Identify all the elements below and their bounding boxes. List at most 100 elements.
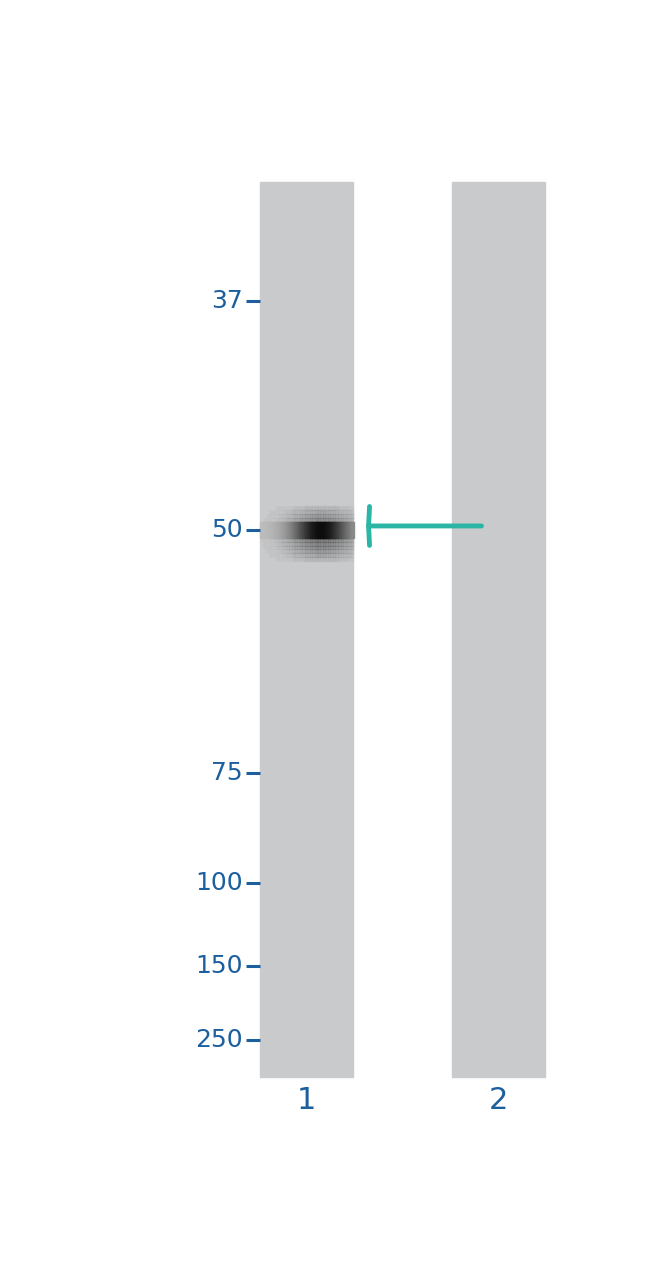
- Bar: [287, 514, 289, 518]
- Bar: [315, 554, 316, 558]
- Bar: [339, 514, 341, 518]
- Bar: [289, 550, 291, 554]
- Bar: [268, 511, 269, 514]
- Bar: [302, 522, 303, 537]
- Bar: [312, 514, 313, 518]
- Bar: [269, 546, 270, 550]
- Bar: [313, 558, 315, 561]
- Bar: [312, 518, 313, 522]
- Bar: [298, 507, 300, 511]
- Bar: [321, 522, 322, 537]
- Bar: [323, 550, 324, 554]
- Bar: [263, 550, 265, 554]
- Bar: [315, 511, 317, 514]
- Bar: [327, 558, 328, 561]
- Bar: [305, 507, 306, 511]
- Bar: [297, 518, 298, 522]
- Bar: [278, 514, 279, 518]
- Bar: [297, 522, 298, 537]
- Bar: [307, 507, 308, 511]
- Bar: [318, 550, 320, 554]
- Bar: [341, 514, 342, 518]
- Bar: [313, 518, 314, 522]
- Bar: [270, 507, 271, 511]
- Bar: [337, 546, 338, 550]
- Bar: [335, 511, 337, 514]
- Bar: [292, 550, 294, 554]
- Bar: [292, 554, 294, 558]
- Bar: [344, 518, 345, 522]
- Bar: [292, 558, 294, 561]
- Bar: [313, 522, 315, 537]
- Bar: [319, 507, 320, 511]
- Bar: [270, 507, 272, 511]
- Bar: [321, 537, 322, 541]
- Bar: [277, 511, 278, 514]
- Bar: [329, 558, 330, 561]
- Bar: [344, 511, 345, 514]
- Bar: [301, 554, 302, 558]
- Bar: [341, 511, 342, 514]
- Bar: [328, 518, 329, 522]
- Bar: [325, 550, 326, 554]
- Bar: [348, 554, 349, 558]
- Bar: [278, 537, 279, 541]
- Bar: [338, 546, 339, 550]
- Bar: [340, 541, 341, 546]
- Bar: [328, 511, 329, 514]
- Bar: [335, 554, 337, 558]
- Bar: [336, 558, 337, 561]
- Bar: [266, 554, 267, 558]
- Bar: [331, 507, 332, 511]
- Bar: [261, 518, 263, 522]
- Bar: [287, 541, 289, 546]
- Bar: [299, 541, 300, 546]
- Bar: [291, 546, 292, 550]
- Bar: [341, 507, 342, 511]
- Bar: [325, 507, 326, 511]
- Bar: [324, 522, 325, 537]
- Bar: [265, 522, 266, 537]
- Bar: [302, 514, 304, 518]
- Bar: [263, 507, 264, 511]
- Bar: [350, 518, 351, 522]
- Bar: [311, 507, 313, 511]
- Bar: [329, 518, 330, 522]
- Bar: [312, 550, 313, 554]
- Bar: [298, 537, 300, 541]
- Bar: [292, 537, 294, 541]
- Bar: [333, 507, 335, 511]
- Bar: [339, 558, 341, 561]
- Bar: [336, 507, 337, 511]
- Bar: [312, 507, 313, 511]
- Bar: [316, 541, 317, 546]
- Bar: [341, 554, 342, 558]
- Bar: [320, 507, 321, 511]
- Bar: [276, 507, 277, 511]
- Bar: [347, 541, 348, 546]
- Bar: [299, 537, 300, 541]
- Bar: [312, 546, 313, 550]
- Bar: [315, 558, 317, 561]
- Bar: [335, 507, 337, 511]
- Bar: [297, 507, 298, 511]
- Bar: [288, 518, 289, 522]
- Bar: [350, 558, 351, 561]
- Bar: [295, 541, 296, 546]
- Bar: [281, 554, 282, 558]
- Bar: [304, 537, 306, 541]
- Bar: [324, 554, 325, 558]
- Bar: [345, 507, 346, 511]
- Bar: [266, 507, 267, 511]
- Bar: [288, 558, 289, 561]
- Bar: [325, 522, 326, 537]
- Bar: [293, 537, 294, 541]
- Bar: [341, 511, 343, 514]
- Bar: [273, 522, 274, 537]
- Bar: [311, 550, 312, 554]
- Bar: [350, 522, 351, 537]
- Bar: [329, 550, 330, 554]
- Bar: [291, 511, 292, 514]
- Bar: [333, 546, 334, 550]
- Bar: [326, 514, 328, 518]
